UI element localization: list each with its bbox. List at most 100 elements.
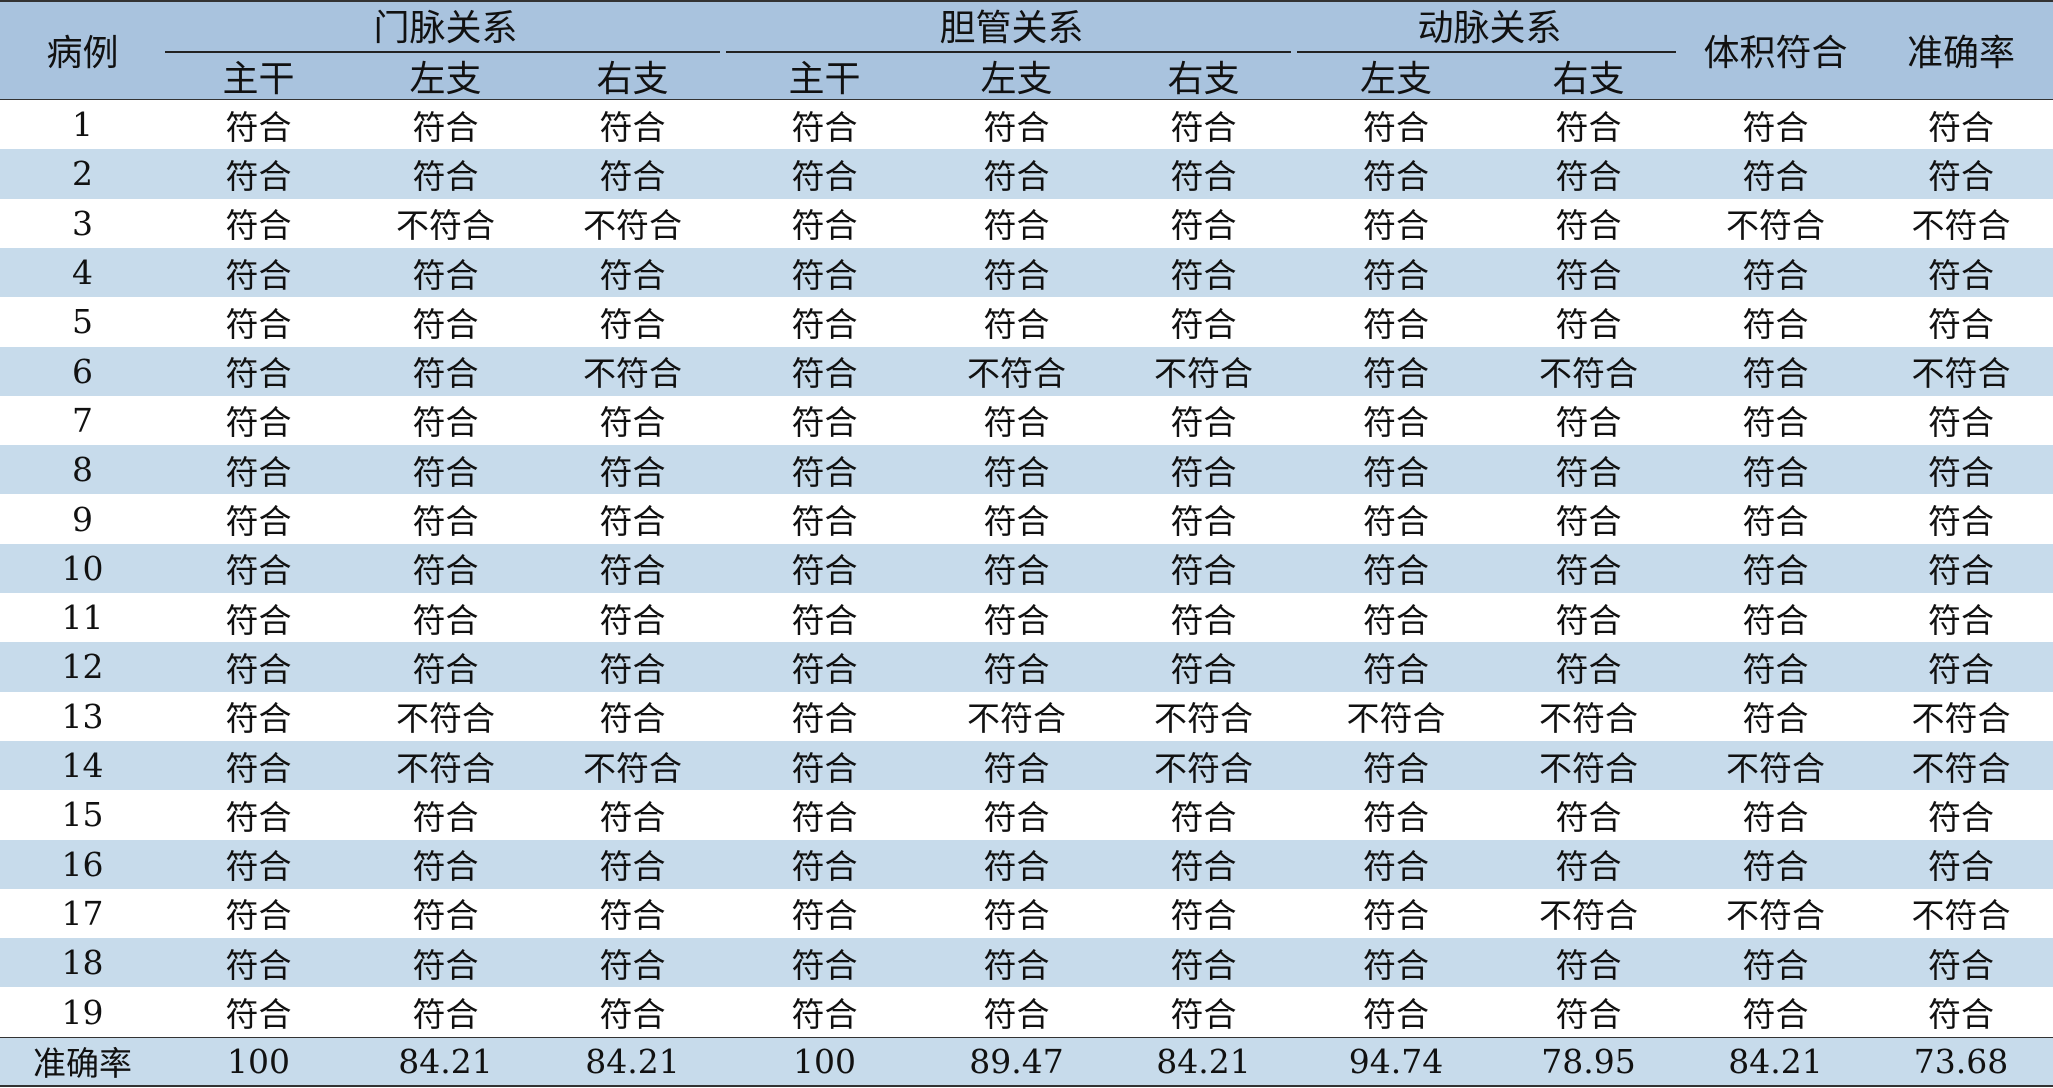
value-cell: 符合 <box>1742 699 1809 739</box>
value-cell: 符合 <box>1555 649 1622 689</box>
value-cell: 符合 <box>1555 995 1622 1035</box>
value-cell: 符合 <box>1170 896 1237 936</box>
value-cell: 符合 <box>791 551 858 591</box>
case-cell: 17 <box>61 893 104 933</box>
value-cell: 符合 <box>1363 206 1429 246</box>
value-cell: 符合 <box>1742 452 1809 492</box>
value-cell: 符合 <box>1555 403 1622 443</box>
header-sub-0-0: 主干 <box>222 59 295 100</box>
value-cell: 符合 <box>1555 945 1622 985</box>
value-cell: 符合 <box>791 403 858 443</box>
table-row: 2 符合 符合 符合 符合 符合 符合 符合 符合 符合 符合 <box>0 149 2053 199</box>
value-cell: 符合 <box>1742 156 1809 196</box>
case-cell: 8 <box>72 450 93 490</box>
value-cell: 符合 <box>983 551 1050 591</box>
value-cell: 符合 <box>791 847 858 887</box>
value-cell: 不符合 <box>1154 699 1253 739</box>
table-row: 9 符合 符合 符合 符合 符合 符合 符合 符合 符合 符合 <box>0 494 2053 544</box>
value-cell: 符合 <box>1742 945 1809 985</box>
value-cell: 符合 <box>1170 551 1237 591</box>
value-cell: 符合 <box>412 255 479 295</box>
value-cell: 符合 <box>983 206 1050 246</box>
value-cell: 符合 <box>412 847 479 887</box>
value-cell: 89.47 <box>969 1041 1064 1081</box>
value-cell: 符合 <box>791 995 858 1035</box>
header-volume: 体积符合 <box>1703 33 1848 74</box>
value-cell: 符合 <box>225 600 292 640</box>
value-cell: 符合 <box>225 995 292 1035</box>
value-cell: 符合 <box>412 403 479 443</box>
value-cell: 符合 <box>412 156 479 196</box>
value-cell: 符合 <box>412 502 479 542</box>
value-cell: 符合 <box>791 945 858 985</box>
header-group-0: 门脉关系 <box>373 8 518 49</box>
value-cell: 符合 <box>1170 206 1237 246</box>
value-cell: 符合 <box>1742 649 1809 689</box>
case-cell: 10 <box>61 548 104 588</box>
value-cell: 符合 <box>1170 156 1237 196</box>
value-cell: 不符合 <box>1539 699 1638 739</box>
value-cell: 符合 <box>983 748 1050 788</box>
value-cell: 符合 <box>1555 304 1622 344</box>
value-cell: 符合 <box>225 847 292 887</box>
value-cell: 符合 <box>225 156 292 196</box>
value-cell: 符合 <box>1555 255 1622 295</box>
table-row: 19 符合 符合 符合 符合 符合 符合 符合 符合 符合 符合 <box>0 987 2053 1037</box>
value-cell: 符合 <box>1742 847 1809 887</box>
value-cell: 符合 <box>599 156 666 196</box>
value-cell: 符合 <box>1928 797 1994 837</box>
value-cell: 不符合 <box>583 354 682 394</box>
value-cell: 不符合 <box>1911 748 2011 788</box>
value-cell: 符合 <box>225 107 292 147</box>
value-cell: 符合 <box>1555 206 1622 246</box>
value-cell: 符合 <box>1555 502 1622 542</box>
value-cell: 符合 <box>1363 354 1429 394</box>
table-row: 10 符合 符合 符合 符合 符合 符合 符合 符合 符合 符合 <box>0 543 2053 593</box>
value-cell: 符合 <box>1928 995 1994 1035</box>
header-case: 病例 <box>46 33 119 74</box>
value-cell: 符合 <box>1928 107 1994 147</box>
value-cell: 符合 <box>1170 797 1237 837</box>
header-sub-2-1: 右支 <box>1552 59 1625 100</box>
value-cell: 符合 <box>599 304 666 344</box>
case-cell: 11 <box>61 598 104 638</box>
value-cell: 符合 <box>412 600 479 640</box>
value-cell: 符合 <box>791 797 858 837</box>
value-cell: 符合 <box>412 107 479 147</box>
value-cell: 不符合 <box>1911 354 2011 394</box>
table-row: 6 符合 符合 不符合 符合 不符合 不符合 符合 不符合 符合 不符合 <box>0 346 2053 396</box>
value-cell: 100 <box>227 1041 290 1081</box>
case-cell: 3 <box>72 203 93 243</box>
value-cell: 符合 <box>1555 156 1622 196</box>
case-cell: 2 <box>72 154 93 194</box>
value-cell: 符合 <box>791 206 858 246</box>
value-cell: 符合 <box>791 452 858 492</box>
value-cell: 符合 <box>983 403 1050 443</box>
value-cell: 符合 <box>1928 600 1994 640</box>
value-cell: 符合 <box>791 748 858 788</box>
value-cell: 符合 <box>412 354 479 394</box>
value-cell: 符合 <box>1742 354 1809 394</box>
value-cell: 符合 <box>225 699 292 739</box>
header-sub-1-2: 右支 <box>1167 59 1240 100</box>
case-cell: 7 <box>72 400 93 440</box>
value-cell: 符合 <box>1928 945 1994 985</box>
table-row: 7 符合 符合 符合 符合 符合 符合 符合 符合 符合 符合 <box>0 395 2053 446</box>
value-cell: 符合 <box>225 748 292 788</box>
value-cell: 符合 <box>225 255 292 295</box>
value-cell: 符合 <box>225 304 292 344</box>
case-cell: 5 <box>72 302 93 342</box>
case-cell: 6 <box>72 351 93 391</box>
table-bottom-border <box>0 1085 2053 1087</box>
value-cell: 不符合 <box>1726 206 1825 246</box>
value-cell: 符合 <box>1555 797 1622 837</box>
value-cell: 符合 <box>225 403 292 443</box>
value-cell: 94.74 <box>1348 1041 1444 1081</box>
value-cell: 符合 <box>791 255 858 295</box>
table-row: 14 符合 不符合 不符合 符合 符合 不符合 符合 不符合 不符合 不符合 <box>0 740 2053 791</box>
value-cell: 不符合 <box>583 206 682 246</box>
value-cell: 78.95 <box>1541 1041 1636 1081</box>
value-cell: 符合 <box>1170 649 1237 689</box>
value-cell: 符合 <box>1363 995 1429 1035</box>
